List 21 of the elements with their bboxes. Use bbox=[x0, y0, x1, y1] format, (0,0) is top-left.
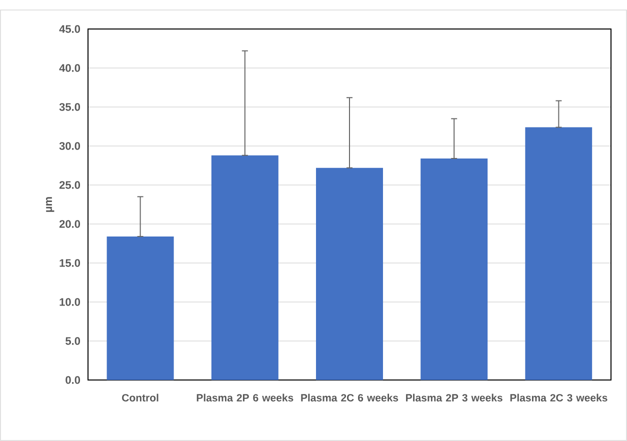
y-tick-label: 30.0 bbox=[59, 142, 80, 150]
x-tick-label: Plasma 2P 3 weeks bbox=[406, 394, 502, 402]
bar bbox=[316, 168, 383, 380]
bar bbox=[525, 127, 592, 380]
x-tick-label: Plasma 2P 6 weeks bbox=[196, 394, 294, 402]
bar bbox=[106, 236, 174, 380]
y-tick-label: 10.0 bbox=[60, 298, 80, 306]
x-tick-label: Plasma 2C 3 weeks bbox=[510, 394, 608, 402]
y-tick-label: 25.0 bbox=[59, 181, 80, 189]
x-tick-label: Control bbox=[122, 394, 158, 402]
y-tick-label: 0.0 bbox=[66, 376, 80, 384]
x-tick-label: Plasma 2C 6 weeks bbox=[301, 394, 398, 402]
y-tick-label: 5.0 bbox=[66, 337, 80, 345]
y-tick-label: 40.0 bbox=[59, 64, 80, 72]
y-tick-label: 45.0 bbox=[59, 25, 80, 33]
bar bbox=[211, 155, 278, 380]
y-tick-label: 35.0 bbox=[59, 103, 80, 111]
y-tick-label: 15.0 bbox=[60, 259, 80, 267]
y-axis-title: µm bbox=[46, 197, 54, 212]
bar bbox=[420, 158, 488, 380]
y-tick-label: 20.0 bbox=[59, 220, 80, 228]
